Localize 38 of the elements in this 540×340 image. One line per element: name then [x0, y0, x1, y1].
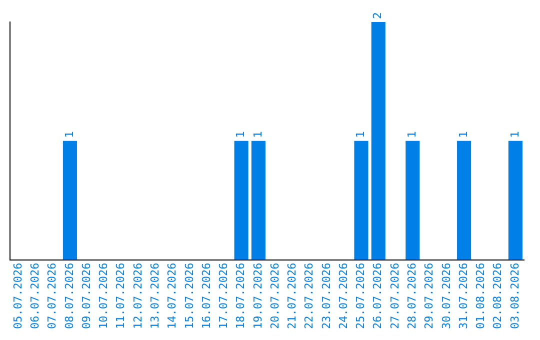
x-tick-label: 10.07.2026: [97, 262, 110, 330]
x-tick-label: 31.07.2026: [456, 262, 470, 330]
x-tick-label: 28.07.2026: [405, 262, 418, 330]
data-label: 1: [456, 130, 470, 138]
x-tick-label: 15.07.2026: [182, 262, 196, 330]
x-tick-label: 18.07.2026: [234, 262, 248, 330]
data-label: 1: [508, 130, 522, 138]
x-tick-label: 05.07.2026: [11, 262, 24, 330]
x-tick-label: 25.07.2026: [354, 262, 368, 330]
x-tick-label: 12.07.2026: [131, 262, 144, 330]
x-tick-label: 13.07.2026: [148, 262, 162, 330]
x-tick-label: 22.07.2026: [302, 262, 316, 330]
x-tick-label: 21.07.2026: [286, 262, 299, 330]
x-tick-label: 20.07.2026: [268, 262, 282, 330]
x-tick-label: 26.07.2026: [371, 262, 384, 330]
x-tick-label: 29.07.2026: [422, 262, 436, 330]
x-tick-label: 30.07.2026: [440, 262, 453, 330]
data-label: 2: [371, 12, 384, 19]
x-tick-label: 01.08.2026: [474, 262, 488, 330]
x-tick-label: 02.08.2026: [491, 262, 504, 330]
x-tick-label: 06.07.2026: [28, 262, 42, 330]
x-tick-label: 14.07.2026: [166, 262, 179, 330]
data-label: 1: [62, 130, 76, 138]
x-tick-label: 16.07.2026: [200, 262, 213, 330]
data-label: 1: [234, 130, 248, 138]
x-tick-label: 07.07.2026: [46, 262, 59, 330]
x-tick-label: 11.07.2026: [114, 262, 128, 330]
data-label: 1: [354, 130, 368, 138]
x-tick-label: 23.07.2026: [320, 262, 333, 330]
x-tick-label: 19.07.2026: [251, 262, 264, 330]
x-tick-label: 27.07.2026: [388, 262, 402, 330]
x-tick-label: 24.07.2026: [336, 262, 350, 330]
x-tick-label: 03.08.2026: [508, 262, 522, 330]
x-tick-label: 17.07.2026: [217, 262, 230, 330]
data-label: 1: [251, 130, 264, 138]
x-tick-label: 09.07.2026: [80, 262, 93, 330]
data-label: 1: [405, 130, 418, 138]
x-tick-label: 08.07.2026: [62, 262, 76, 330]
